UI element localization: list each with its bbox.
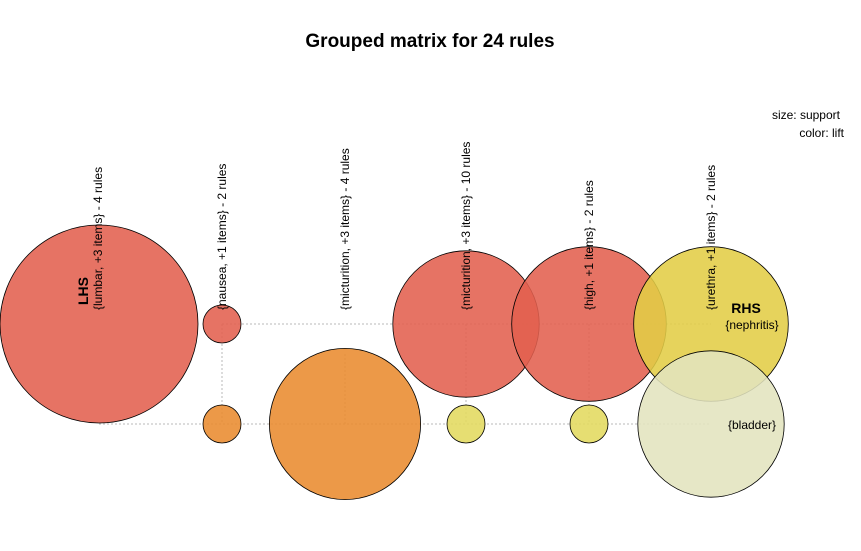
label-layer: {lumbar, +3 items} - 4 rules {nausea, +1 … [91,142,779,432]
rhs-axis-title: RHS [731,300,761,316]
lhs-group-label: {micturition, +3 items} - 4 rules [338,148,352,310]
bubble-point [202,304,242,344]
bubble-layer [0,224,789,500]
lhs-group-label: {urethra, +1 items} - 2 rules [704,165,718,310]
bubble-point [569,404,609,444]
legend-color: color: lift [799,126,844,140]
bubble-point [202,404,242,444]
bubble-point [268,347,421,500]
bubble-point [637,350,785,498]
lhs-axis-title: LHS [75,277,91,305]
lhs-group-label: {micturition, +3 items} - 10 rules [459,142,473,310]
bubble-point [446,404,486,444]
rhs-item-label: {nephritis} [725,318,778,332]
legend-size: size: support [772,108,841,122]
lhs-group-label: {lumbar, +3 items} - 4 rules [91,167,105,310]
lhs-group-label: {nausea, +1 items} - 2 rules [215,164,229,310]
rhs-item-label: {bladder} [728,418,776,432]
lhs-group-label: {high, +1 items} - 2 rules [582,180,596,310]
bubble-point [0,224,199,424]
chart-title: Grouped matrix for 24 rules [305,31,554,52]
